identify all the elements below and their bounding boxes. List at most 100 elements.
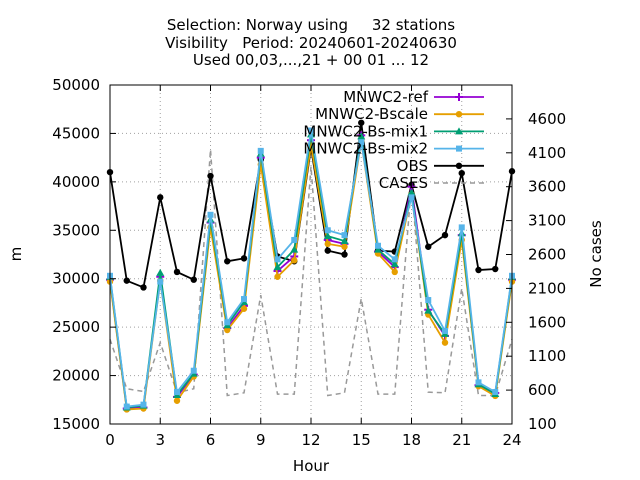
data-point — [123, 277, 130, 284]
data-point — [308, 127, 314, 134]
data-point — [241, 296, 247, 303]
y-tick-label: 40000 — [52, 173, 100, 191]
data-point — [190, 367, 197, 374]
data-point — [207, 172, 214, 180]
x-tick-label: 6 — [206, 431, 216, 449]
y2-tick-label: 100 — [528, 415, 557, 433]
data-point — [390, 260, 399, 268]
data-point — [492, 265, 499, 273]
data-point — [173, 268, 181, 276]
y-tick-label: 45000 — [52, 124, 100, 142]
data-point — [157, 194, 164, 201]
legend-label: CASES — [379, 174, 428, 192]
y-tick-label: 20000 — [52, 367, 100, 385]
data-point — [240, 255, 248, 262]
data-point — [391, 268, 398, 276]
ticks: 0 3 6 9 12 15 18 21 24 15000 20000 25000 30000 35000 4… — [52, 76, 566, 449]
y2-tick-label: 4600 — [528, 110, 566, 128]
data-point — [407, 188, 416, 196]
legend-label: MNWC2-Bs-mix2 — [303, 140, 428, 158]
data-point — [224, 326, 231, 334]
data-point — [123, 403, 130, 410]
data-point — [190, 276, 197, 283]
y2-tick-label: 1600 — [528, 313, 566, 331]
legend-label: MNWC2-ref — [343, 88, 428, 106]
x-tick-label: 18 — [402, 431, 421, 449]
x-tick-label: 15 — [352, 431, 371, 449]
data-point — [224, 319, 231, 326]
data-point — [140, 401, 147, 408]
legend-item: MNWC2-ref — [343, 88, 484, 106]
y2-tick-label: 2600 — [528, 246, 566, 264]
data-point — [425, 243, 432, 250]
y2-tick-label: 2100 — [528, 279, 566, 297]
series-layer — [106, 119, 516, 413]
chart-title: Selection: Norway using 32 stations Visi… — [165, 16, 457, 69]
data-point — [324, 227, 331, 234]
data-point — [340, 236, 349, 244]
data-point — [455, 111, 463, 118]
data-point — [173, 397, 181, 404]
data-point — [375, 242, 381, 249]
y-tick-label: 35000 — [52, 221, 100, 239]
data-point — [257, 147, 264, 154]
data-point — [424, 306, 433, 314]
data-point — [291, 236, 298, 243]
x-tick-label: 3 — [155, 431, 165, 449]
y-tick-label: 50000 — [52, 76, 100, 94]
x-tick-label: 0 — [105, 431, 115, 449]
y-tick-label: 25000 — [52, 318, 100, 336]
data-point — [441, 231, 449, 239]
y-axis-label: m — [7, 247, 25, 262]
legend: MNWC2-refMNWC2-BscaleMNWC2-Bs-mix1MNWC2-… — [303, 88, 484, 192]
x-tick-label: 24 — [502, 431, 521, 449]
data-point — [357, 132, 366, 140]
data-point — [273, 263, 282, 271]
legend-item: OBS — [397, 157, 484, 175]
series-line — [109, 134, 513, 409]
data-point — [156, 268, 165, 276]
x-axis-label: Hour — [293, 457, 330, 475]
y2-tick-label: 4100 — [528, 144, 566, 162]
data-point — [290, 245, 299, 253]
data-point — [291, 257, 298, 264]
legend-item: CASES — [379, 174, 484, 192]
data-point — [374, 245, 382, 253]
data-point — [323, 232, 332, 240]
data-point — [442, 328, 448, 335]
y2-tick-label: 600 — [528, 381, 557, 399]
x-tick-label: 21 — [452, 431, 471, 449]
data-point — [455, 127, 463, 135]
data-point — [441, 339, 449, 346]
data-point — [324, 240, 331, 248]
y2-tick-label: 1100 — [528, 347, 566, 365]
data-point — [174, 389, 180, 396]
x-tick-label: 9 — [256, 431, 266, 449]
title-line-2: Visibility Period: 20240601-20240630 — [165, 34, 457, 52]
data-point — [391, 256, 398, 263]
data-point — [358, 139, 365, 146]
data-point — [475, 266, 482, 274]
data-point — [425, 297, 432, 304]
data-point — [274, 256, 281, 263]
title-line-3: Used 00,03,...,21 + 00 01 ... 12 — [193, 51, 429, 69]
legend-label: MNWC2-Bs-mix1 — [303, 122, 428, 140]
data-point — [408, 194, 415, 201]
legend-item: MNWC2-Bs-mix1 — [303, 122, 484, 140]
data-point — [455, 162, 463, 169]
legend-label: OBS — [397, 157, 428, 175]
legend-item: MNWC2-Bs-mix2 — [303, 140, 484, 158]
data-point — [274, 273, 281, 280]
data-point — [456, 145, 462, 152]
data-point — [240, 305, 248, 312]
data-point — [341, 232, 348, 239]
data-point — [455, 93, 463, 101]
data-point — [140, 284, 147, 291]
data-point — [341, 243, 348, 250]
data-point — [324, 247, 331, 254]
data-point — [458, 169, 465, 177]
data-point — [224, 258, 231, 265]
x-tick-label: 12 — [301, 431, 320, 449]
y2-tick-label: 3100 — [528, 212, 566, 230]
